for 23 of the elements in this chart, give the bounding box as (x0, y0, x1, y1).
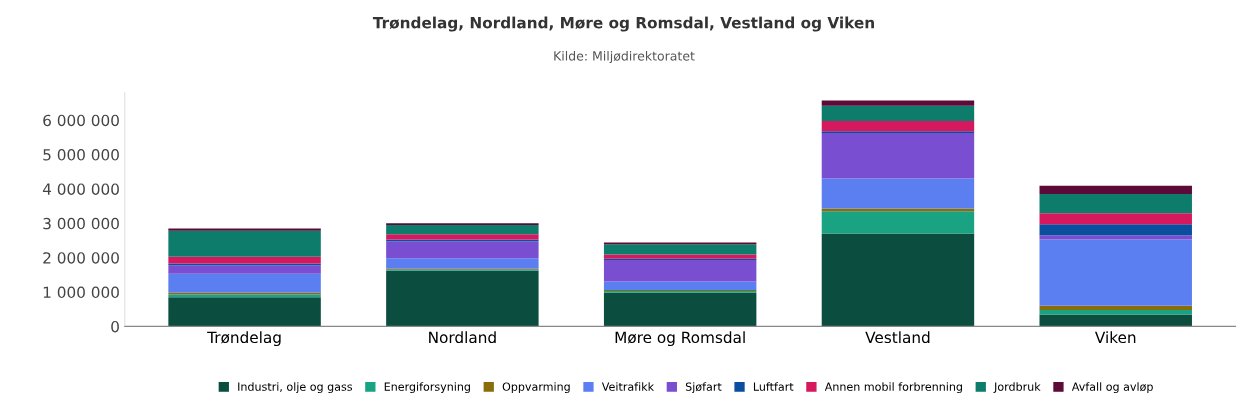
legend-label: Sjøfart (685, 382, 722, 393)
legend-label: Jordbruk (993, 382, 1041, 393)
chart-subtitle: Kilde: Miljødirektoratet (554, 50, 695, 64)
legend-label: Energiforsyning (384, 382, 470, 393)
y-tick-label: 4 000 000 (42, 183, 119, 195)
x-tick-label: Viken (1094, 331, 1136, 344)
legend-label: Avfall og avløp (1071, 382, 1153, 393)
legend-label: Oppvarming (502, 382, 570, 393)
chart-title: Trøndelag, Nordland, Møre og Romsdal, Vestland og Viken (372, 16, 874, 32)
y-tick-label: 6 000 000 (43, 114, 119, 127)
y-tick-label: 1 000 000 (43, 286, 119, 299)
y-tick-label: 3 000 000 (43, 217, 119, 230)
x-tick-label: Trøndelag (207, 331, 281, 347)
legend-label: Luftfart (753, 382, 794, 391)
y-tick-label: 0 (111, 320, 119, 333)
x-tick-label: Møre og Romsdal (615, 331, 745, 347)
legend-label: Annen mobil forbrenning (824, 382, 962, 393)
y-tick-label: 2 000 000 (43, 252, 119, 264)
x-tick-label: Vestland (865, 331, 930, 344)
legend-label: Industri, olje og gass (238, 382, 353, 393)
x-tick-label: Nordland (429, 331, 496, 344)
legend-label: Veitrafikk (601, 382, 655, 391)
y-tick-label: 5 000 000 (43, 149, 119, 161)
